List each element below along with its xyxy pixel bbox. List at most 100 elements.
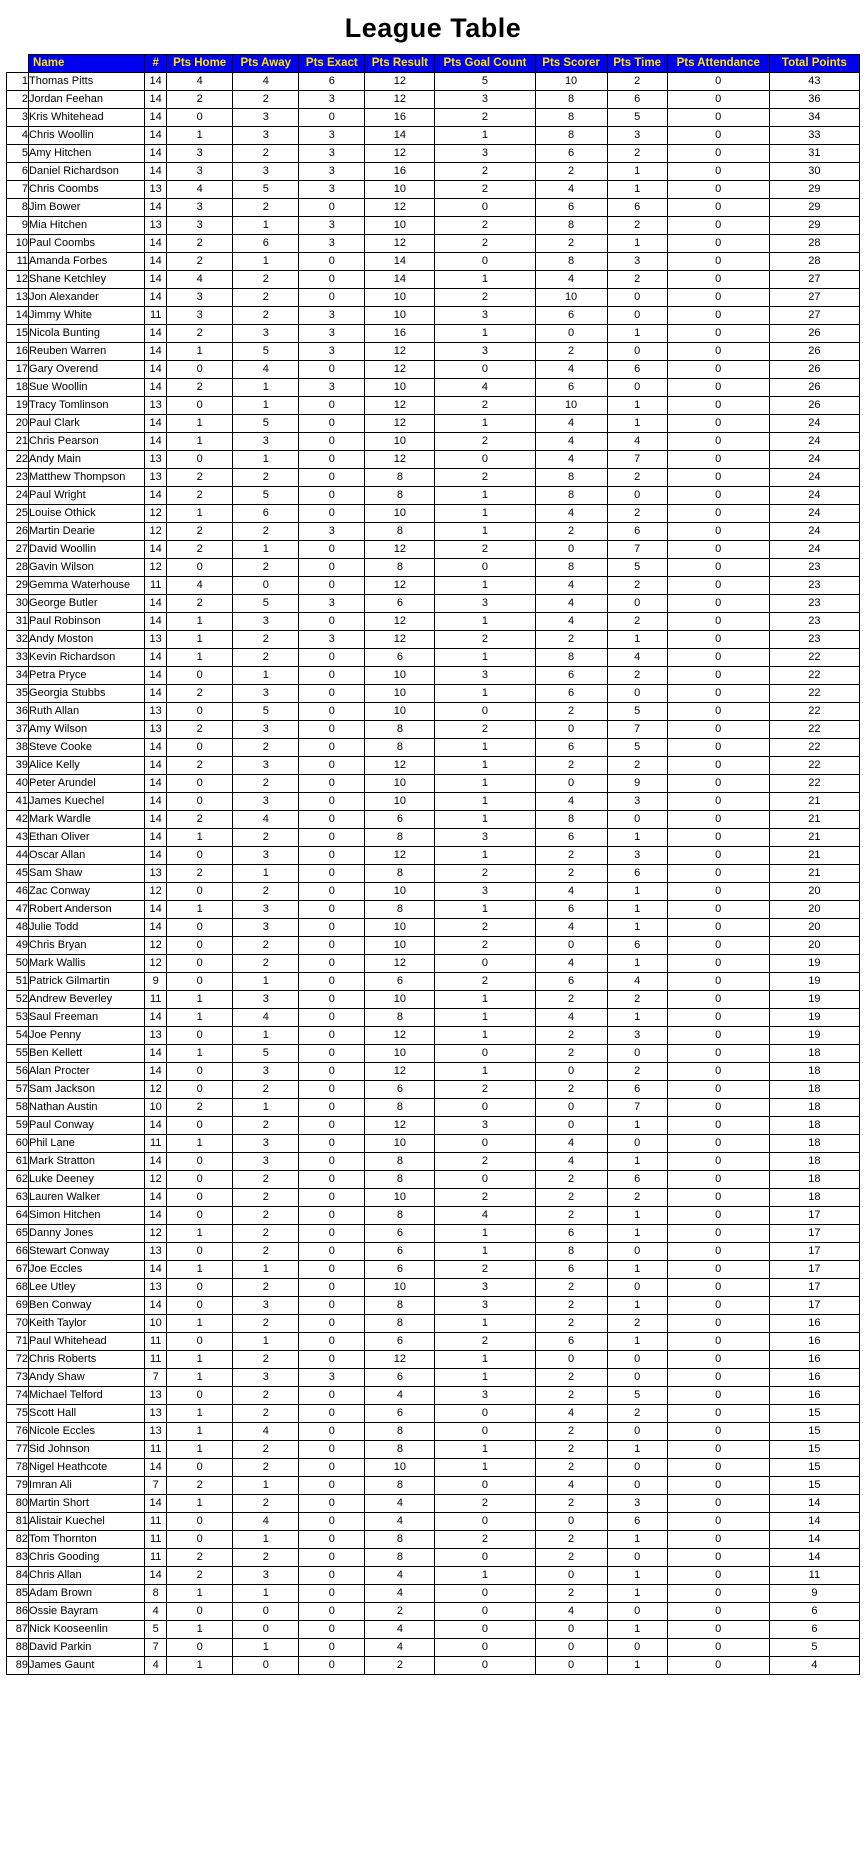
table-row[interactable]: 66 Stewart Conway 13 0 2 0 6 1 8 0 0 17 [5, 1242, 861, 1262]
table-row[interactable]: 77 Sid Johnson 11 1 2 0 8 1 2 1 0 15 [5, 1440, 861, 1460]
table-row[interactable]: 60 Phil Lane 11 1 3 0 10 0 4 0 0 18 [5, 1134, 861, 1154]
table-row[interactable]: 45 Sam Shaw 13 2 1 0 8 2 2 6 0 21 [5, 864, 861, 884]
table-row[interactable]: 30 George Butler 14 2 5 3 6 3 4 0 0 23 [5, 594, 861, 614]
table-row[interactable]: 26 Martin Dearie 12 2 2 3 8 1 2 6 0 24 [5, 522, 861, 542]
table-row[interactable]: 55 Ben Kellett 14 1 5 0 10 0 2 0 0 18 [5, 1044, 861, 1064]
table-row[interactable]: 2 Jordan Feehan 14 2 2 3 12 3 8 6 0 36 [5, 90, 861, 110]
table-row[interactable]: 13 Jon Alexander 14 3 2 0 10 2 10 0 0 27 [5, 288, 861, 308]
table-row[interactable]: 75 Scott Hall 13 1 2 0 6 0 4 2 0 15 [5, 1404, 861, 1424]
table-row[interactable]: 17 Gary Overend 14 0 4 0 12 0 4 6 0 26 [5, 360, 861, 380]
table-row[interactable]: 41 James Kuechel 14 0 3 0 10 1 4 3 0 21 [5, 792, 861, 812]
table-row[interactable]: 56 Alan Procter 14 0 3 0 12 1 0 2 0 18 [5, 1062, 861, 1082]
table-row[interactable]: 68 Lee Utley 13 0 2 0 10 3 2 0 0 17 [5, 1278, 861, 1298]
table-row[interactable]: 50 Mark Wallis 12 0 2 0 12 0 4 1 0 19 [5, 954, 861, 974]
table-row[interactable]: 36 Ruth Allan 13 0 5 0 10 0 2 5 0 22 [5, 702, 861, 722]
table-row[interactable]: 57 Sam Jackson 12 0 2 0 6 2 2 6 0 18 [5, 1080, 861, 1100]
table-row[interactable]: 73 Andy Shaw 7 1 3 3 6 1 2 0 0 16 [5, 1368, 861, 1388]
table-row[interactable]: 71 Paul Whitehead 11 0 1 0 6 2 6 1 0 16 [5, 1332, 861, 1352]
table-row[interactable]: 9 Mia Hitchen 13 3 1 3 10 2 8 2 0 29 [5, 216, 861, 236]
table-row[interactable]: 76 Nicole Eccles 13 1 4 0 8 0 2 0 0 15 [5, 1422, 861, 1442]
table-row[interactable]: 53 Saul Freeman 14 1 4 0 8 1 4 1 0 19 [5, 1008, 861, 1028]
column-header-pts-attendance[interactable]: Pts Attendance [666, 54, 770, 74]
table-row[interactable]: 84 Chris Allan 14 2 3 0 4 1 0 1 0 11 [5, 1566, 861, 1586]
table-row[interactable]: 89 James Gaunt 4 1 0 0 2 0 0 1 0 4 [5, 1656, 861, 1676]
table-row[interactable]: 39 Alice Kelly 14 2 3 0 12 1 2 2 0 22 [5, 756, 861, 776]
table-row[interactable]: 67 Joe Eccles 14 1 1 0 6 2 6 1 0 17 [5, 1260, 861, 1280]
table-row[interactable]: 65 Danny Jones 12 1 2 0 6 1 6 1 0 17 [5, 1224, 861, 1244]
table-row[interactable]: 22 Andy Main 13 0 1 0 12 0 4 7 0 24 [5, 450, 861, 470]
table-row[interactable]: 46 Zac Conway 12 0 2 0 10 3 4 1 0 20 [5, 882, 861, 902]
table-row[interactable]: 23 Matthew Thompson 13 2 2 0 8 2 8 2 0 24 [5, 468, 861, 488]
table-row[interactable]: 79 Imran Ali 7 2 1 0 8 0 4 0 0 15 [5, 1476, 861, 1496]
column-header-played[interactable]: # [144, 54, 168, 74]
table-row[interactable]: 33 Kevin Richardson 14 1 2 0 6 1 8 4 0 22 [5, 648, 861, 668]
table-row[interactable]: 6 Daniel Richardson 14 3 3 3 16 2 2 1 0 30 [5, 162, 861, 182]
table-row[interactable]: 3 Kris Whitehead 14 0 3 0 16 2 8 5 0 34 [5, 108, 861, 128]
table-row[interactable]: 85 Adam Brown 8 1 1 0 4 0 2 1 0 9 [5, 1584, 861, 1604]
column-header-pts-home[interactable]: Pts Home [166, 54, 234, 74]
column-header-name[interactable]: Name [28, 54, 146, 74]
table-row[interactable]: 62 Luke Deeney 12 0 2 0 8 0 2 6 0 18 [5, 1170, 861, 1190]
table-row[interactable]: 63 Lauren Walker 14 0 2 0 10 2 2 2 0 18 [5, 1188, 861, 1208]
table-row[interactable]: 58 Nathan Austin 10 2 1 0 8 0 0 7 0 18 [5, 1098, 861, 1118]
table-row[interactable]: 59 Paul Conway 14 0 2 0 12 3 0 1 0 18 [5, 1116, 861, 1136]
table-row[interactable]: 88 David Parkin 7 0 1 0 4 0 0 0 0 5 [5, 1638, 861, 1658]
column-header-pts-goal-count[interactable]: Pts Goal Count [434, 54, 536, 74]
table-row[interactable]: 20 Paul Clark 14 1 5 0 12 1 4 1 0 24 [5, 414, 861, 434]
table-row[interactable]: 82 Tom Thornton 11 0 1 0 8 2 2 1 0 14 [5, 1530, 861, 1550]
table-row[interactable]: 43 Ethan Oliver 14 1 2 0 8 3 6 1 0 21 [5, 828, 861, 848]
table-row[interactable]: 81 Alistair Kuechel 11 0 4 0 4 0 0 6 0 14 [5, 1512, 861, 1532]
column-header-pts-time[interactable]: Pts Time [606, 54, 668, 74]
table-row[interactable]: 70 Keith Taylor 10 1 2 0 8 1 2 2 0 16 [5, 1314, 861, 1334]
column-header-pts-result[interactable]: Pts Result [364, 54, 436, 74]
table-row[interactable]: 47 Robert Anderson 14 1 3 0 8 1 6 1 0 20 [5, 900, 861, 920]
table-row[interactable]: 15 Nicola Bunting 14 2 3 3 16 1 0 1 0 26 [5, 324, 861, 344]
table-row[interactable]: 80 Martin Short 14 1 2 0 4 2 2 3 0 14 [5, 1494, 861, 1514]
table-row[interactable]: 69 Ben Conway 14 0 3 0 8 3 2 1 0 17 [5, 1296, 861, 1316]
table-row[interactable]: 51 Patrick Gilmartin 9 0 1 0 6 2 6 4 0 19 [5, 972, 861, 992]
table-row[interactable]: 44 Oscar Allan 14 0 3 0 12 1 2 3 0 21 [5, 846, 861, 866]
table-row[interactable]: 37 Amy Wilson 13 2 3 0 8 2 0 7 0 22 [5, 720, 861, 740]
table-row[interactable]: 40 Peter Arundel 14 0 2 0 10 1 0 9 0 22 [5, 774, 861, 794]
table-row[interactable]: 8 Jim Bower 14 3 2 0 12 0 6 6 0 29 [5, 198, 861, 218]
table-row[interactable]: 1 Thomas Pitts 14 4 4 6 12 5 10 2 0 43 [5, 72, 861, 92]
table-row[interactable]: 24 Paul Wright 14 2 5 0 8 1 8 0 0 24 [5, 486, 861, 506]
table-row[interactable]: 21 Chris Pearson 14 1 3 0 10 2 4 4 0 24 [5, 432, 861, 452]
table-row[interactable]: 31 Paul Robinson 14 1 3 0 12 1 4 2 0 23 [5, 612, 861, 632]
column-header-total-points[interactable]: Total Points [768, 54, 861, 74]
table-row[interactable]: 27 David Woollin 14 2 1 0 12 2 0 7 0 24 [5, 540, 861, 560]
table-row[interactable]: 29 Gemma Waterhouse 11 4 0 0 12 1 4 2 0 23 [5, 576, 861, 596]
table-row[interactable]: 64 Simon Hitchen 14 0 2 0 8 4 2 1 0 17 [5, 1206, 861, 1226]
table-row[interactable]: 83 Chris Gooding 11 2 2 0 8 0 2 0 0 14 [5, 1548, 861, 1568]
table-row[interactable]: 11 Amanda Forbes 14 2 1 0 14 0 8 3 0 28 [5, 252, 861, 272]
table-row[interactable]: 49 Chris Bryan 12 0 2 0 10 2 0 6 0 20 [5, 936, 861, 956]
table-row[interactable]: 61 Mark Stratton 14 0 3 0 8 2 4 1 0 18 [5, 1152, 861, 1172]
table-row[interactable]: 32 Andy Moston 13 1 2 3 12 2 2 1 0 23 [5, 630, 861, 650]
table-row[interactable]: 25 Louise Othick 12 1 6 0 10 1 4 2 0 24 [5, 504, 861, 524]
table-row[interactable]: 16 Reuben Warren 14 1 5 3 12 3 2 0 0 26 [5, 342, 861, 362]
table-row[interactable]: 35 Georgia Stubbs 14 2 3 0 10 1 6 0 0 22 [5, 684, 861, 704]
column-header-pts-exact[interactable]: Pts Exact [298, 54, 366, 74]
table-row[interactable]: 19 Tracy Tomlinson 13 0 1 0 12 2 10 1 0 26 [5, 396, 861, 416]
table-row[interactable]: 86 Ossie Bayram 4 0 0 0 2 0 4 0 0 6 [5, 1602, 861, 1622]
table-row[interactable]: 74 Michael Telford 13 0 2 0 4 3 2 5 0 16 [5, 1386, 861, 1406]
table-row[interactable]: 34 Petra Pryce 14 0 1 0 10 3 6 2 0 22 [5, 666, 861, 686]
table-row[interactable]: 48 Julie Todd 14 0 3 0 10 2 4 1 0 20 [5, 918, 861, 938]
table-row[interactable]: 52 Andrew Beverley 11 1 3 0 10 1 2 2 0 19 [5, 990, 861, 1010]
table-row[interactable]: 12 Shane Ketchley 14 4 2 0 14 1 4 2 0 27 [5, 270, 861, 290]
table-row[interactable]: 54 Joe Penny 13 0 1 0 12 1 2 3 0 19 [5, 1026, 861, 1046]
table-row[interactable]: 4 Chris Woollin 14 1 3 3 14 1 8 3 0 33 [5, 126, 861, 146]
table-row[interactable]: 5 Amy Hitchen 14 3 2 3 12 3 6 2 0 31 [5, 144, 861, 164]
table-row[interactable]: 72 Chris Roberts 11 1 2 0 12 1 0 0 0 16 [5, 1350, 861, 1370]
table-row[interactable]: 10 Paul Coombs 14 2 6 3 12 2 2 1 0 28 [5, 234, 861, 254]
table-row[interactable]: 38 Steve Cooke 14 0 2 0 8 1 6 5 0 22 [5, 738, 861, 758]
column-header-pts-away[interactable]: Pts Away [232, 54, 300, 74]
table-row[interactable]: 7 Chris Coombs 13 4 5 3 10 2 4 1 0 29 [5, 180, 861, 200]
table-row[interactable]: 28 Gavin Wilson 12 0 2 0 8 0 8 5 0 23 [5, 558, 861, 578]
table-row[interactable]: 42 Mark Wardle 14 2 4 0 6 1 8 0 0 21 [5, 810, 861, 830]
table-row[interactable]: 78 Nigel Heathcote 14 0 2 0 10 1 2 0 0 15 [5, 1458, 861, 1478]
table-row[interactable]: 18 Sue Woollin 14 2 1 3 10 4 6 0 0 26 [5, 378, 861, 398]
column-header-pts-scorer[interactable]: Pts Scorer [534, 54, 608, 74]
table-row[interactable]: 87 Nick Kooseenlin 5 1 0 0 4 0 0 1 0 6 [5, 1620, 861, 1640]
table-row[interactable]: 14 Jimmy White 11 3 2 3 10 3 6 0 0 27 [5, 306, 861, 326]
